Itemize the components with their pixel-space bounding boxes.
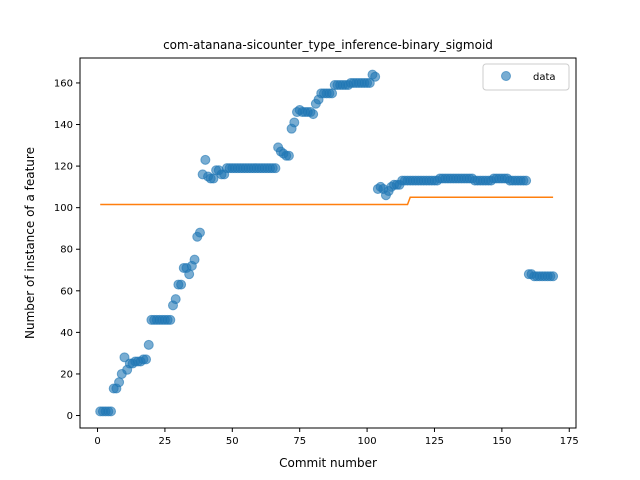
data-point bbox=[370, 71, 381, 82]
x-tick-label: 175 bbox=[560, 436, 579, 447]
x-axis-label: Commit number bbox=[279, 456, 377, 470]
data-point bbox=[189, 254, 200, 265]
legend-marker-data bbox=[501, 71, 511, 81]
data-point bbox=[327, 88, 338, 99]
data-point bbox=[283, 150, 294, 161]
data-point bbox=[170, 294, 181, 305]
data-point bbox=[548, 271, 559, 282]
x-tick-label: 50 bbox=[226, 436, 239, 447]
y-tick-label: 20 bbox=[60, 369, 73, 380]
data-point bbox=[176, 279, 187, 290]
y-tick-label: 0 bbox=[67, 411, 73, 422]
fit-line bbox=[100, 196, 554, 206]
x-axis: 0 25 50 75 100 125 150 175 bbox=[94, 428, 579, 447]
legend-frame bbox=[482, 63, 570, 91]
data-point bbox=[521, 175, 532, 186]
data-point bbox=[141, 354, 152, 365]
legend: data bbox=[482, 63, 570, 91]
x-tick-label: 125 bbox=[425, 436, 444, 447]
y-tick-label: 100 bbox=[54, 203, 73, 214]
data-point bbox=[184, 269, 195, 280]
x-tick-label: 25 bbox=[159, 436, 172, 447]
x-tick-label: 150 bbox=[492, 436, 511, 447]
x-tick-label: 100 bbox=[358, 436, 377, 447]
legend-label-data: data bbox=[533, 72, 556, 83]
y-tick-label: 40 bbox=[60, 328, 73, 339]
data-point bbox=[289, 117, 300, 128]
y-tick-label: 140 bbox=[54, 120, 73, 131]
plot-area bbox=[95, 69, 559, 417]
data-point bbox=[308, 109, 319, 120]
data-point bbox=[106, 406, 116, 417]
y-axis: 0 20 40 60 80 100 120 140 160 bbox=[54, 78, 80, 422]
data-point bbox=[165, 314, 176, 325]
data-point bbox=[200, 154, 211, 165]
data-point bbox=[208, 173, 219, 184]
y-axis-label: Number of instance of a feature bbox=[23, 147, 37, 339]
data-point bbox=[143, 339, 154, 350]
data-point bbox=[119, 352, 130, 363]
plot-frame bbox=[79, 57, 577, 429]
y-tick-label: 80 bbox=[60, 245, 73, 256]
data-point bbox=[270, 163, 281, 174]
x-tick-label: 75 bbox=[293, 436, 306, 447]
x-tick-label: 0 bbox=[94, 436, 100, 447]
y-tick-label: 160 bbox=[54, 78, 73, 89]
data-point bbox=[114, 377, 125, 388]
data-point bbox=[194, 227, 205, 238]
chart-title: com-atanana-sicounter_type_inference-bin… bbox=[163, 38, 493, 52]
y-tick-label: 120 bbox=[54, 162, 73, 173]
y-tick-label: 60 bbox=[60, 286, 73, 297]
